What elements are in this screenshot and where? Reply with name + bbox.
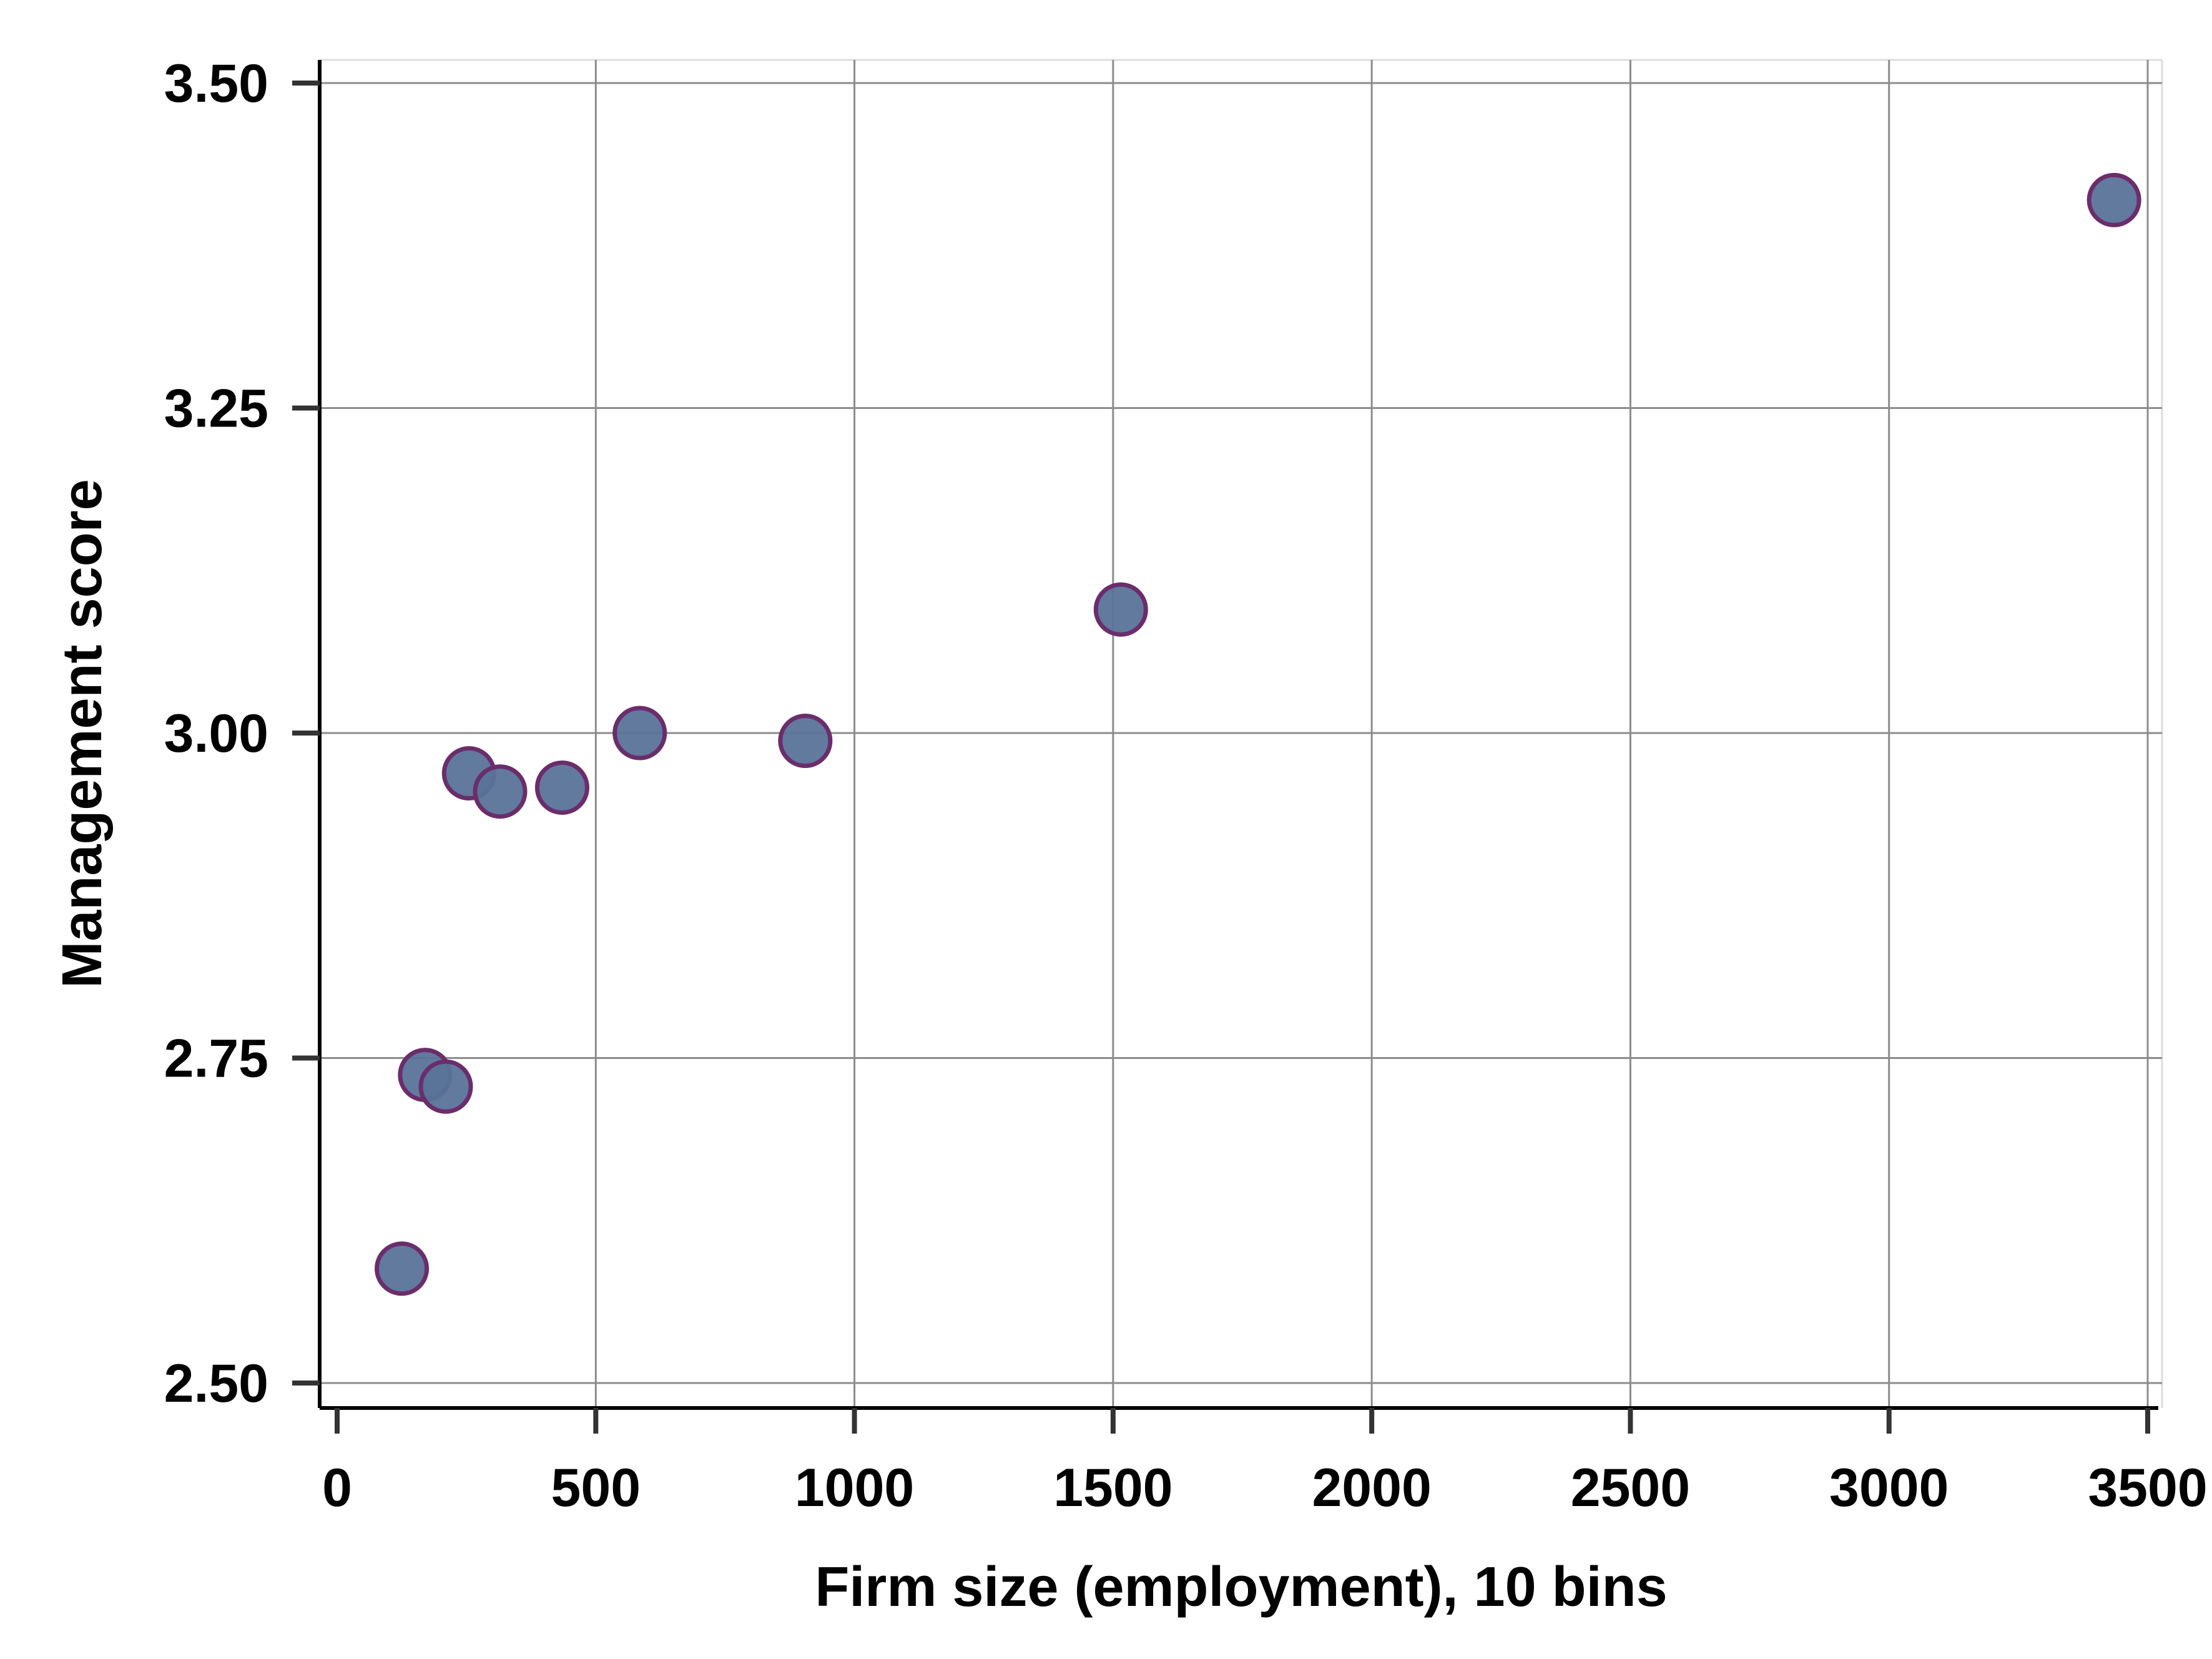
data-point bbox=[1093, 582, 1148, 637]
y-tick-label: 3.25 bbox=[164, 379, 268, 439]
data-point bbox=[418, 1059, 473, 1114]
x-tick-label: 2000 bbox=[1312, 1458, 1431, 1518]
data-point bbox=[2087, 172, 2141, 227]
x-tick-label: 1500 bbox=[1053, 1458, 1172, 1518]
gridlines bbox=[320, 59, 2163, 1408]
data-points bbox=[375, 172, 2141, 1296]
x-tick-label: 3000 bbox=[1829, 1458, 1949, 1518]
x-tick-label: 1000 bbox=[795, 1458, 914, 1518]
y-tick-label: 2.75 bbox=[164, 1029, 268, 1089]
x-ticks: 0 500 1000 1500 2000 2500 3000 3500 bbox=[322, 1408, 2208, 1518]
y-tick-label: 2.50 bbox=[164, 1354, 268, 1414]
data-point bbox=[473, 764, 528, 819]
y-axis-title: Management score bbox=[51, 479, 114, 988]
x-tick-label: 2500 bbox=[1571, 1458, 1690, 1518]
x-tick-label: 0 bbox=[322, 1458, 352, 1518]
y-tick-label: 3.50 bbox=[164, 54, 268, 114]
x-axis-title: Firm size (employment), 10 bins bbox=[815, 1556, 1667, 1618]
x-tick-label: 500 bbox=[551, 1458, 641, 1518]
x-tick-label: 3500 bbox=[2088, 1458, 2207, 1518]
data-point bbox=[534, 760, 589, 815]
data-point bbox=[375, 1241, 430, 1296]
data-point bbox=[778, 713, 833, 768]
y-tick-label: 3.00 bbox=[164, 704, 268, 764]
data-point bbox=[612, 706, 667, 761]
y-ticks: 2.50 2.75 3.00 3.25 3.50 bbox=[164, 54, 320, 1414]
